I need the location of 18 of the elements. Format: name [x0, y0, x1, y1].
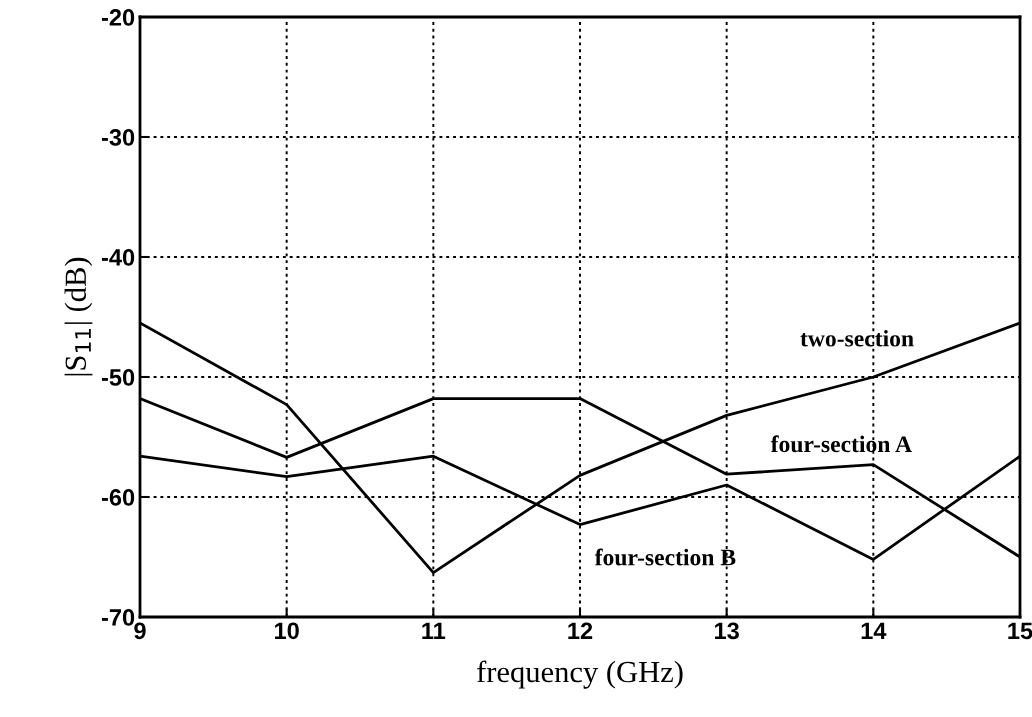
x-axis-title: frequency (GHz) — [477, 660, 683, 689]
y-tick-label: -20 — [101, 9, 135, 26]
y-tick-label: -40 — [101, 249, 135, 266]
x-tick-label: 10 — [275, 622, 299, 640]
x-tick-label: 12 — [568, 622, 593, 639]
y-tick-label: -60 — [101, 489, 135, 506]
y-axis-title: |S$_{11}$| (dB) — [64, 257, 93, 376]
series-label: four-section B — [594, 548, 736, 566]
x-tick-label: 15 — [1008, 622, 1032, 640]
x-tick-label: 14 — [861, 622, 887, 639]
x-tick-label: 9 — [134, 622, 146, 640]
y-tick-label: -70 — [101, 609, 135, 626]
x-tick-label: 11 — [422, 622, 446, 639]
y-tick-label: -30 — [101, 129, 135, 146]
series-label: two-section — [800, 329, 914, 347]
y-tick-label: -50 — [101, 369, 135, 386]
x-tick-label: 13 — [715, 622, 739, 640]
series-label: four-section A — [770, 435, 912, 453]
